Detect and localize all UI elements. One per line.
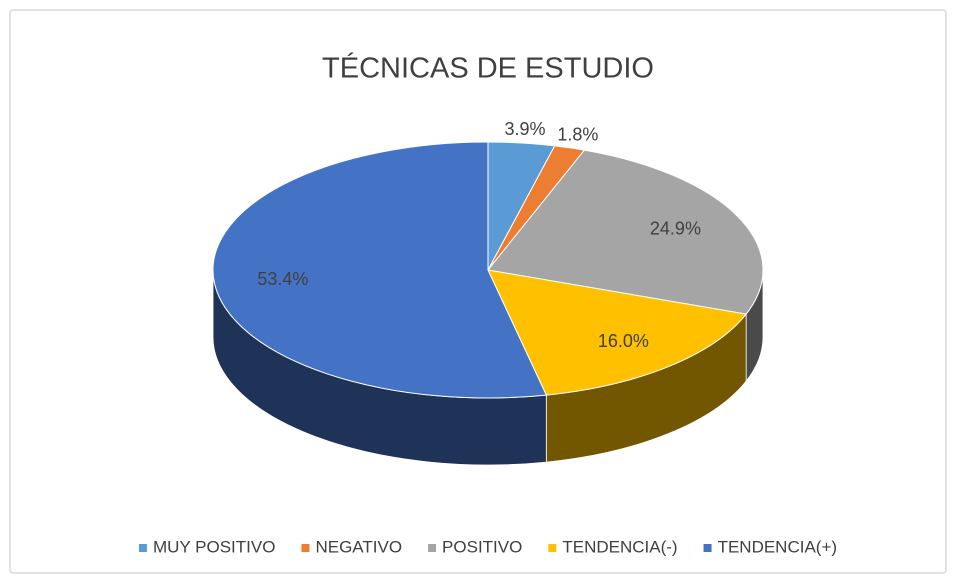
legend-swatch bbox=[703, 544, 712, 552]
legend-label: POSITIVO bbox=[442, 537, 522, 556]
legend-swatch bbox=[301, 544, 310, 552]
legend: MUY POSITIVO NEGATIVO POSITIVO TENDENCIA(-)… bbox=[138, 537, 837, 556]
legend-label: MUY POSITIVO bbox=[153, 537, 276, 556]
data-label: 3.9% bbox=[504, 119, 545, 139]
legend-label: TENDENCIA(+) bbox=[718, 537, 837, 556]
data-label: 53.4% bbox=[257, 269, 308, 289]
legend-label: NEGATIVO bbox=[315, 537, 402, 556]
data-label: 24.9% bbox=[650, 219, 701, 239]
pie-slice bbox=[487, 149, 764, 315]
data-label: 16.0% bbox=[598, 331, 649, 351]
chart-title: TÉCNICAS DE ESTUDIO bbox=[322, 52, 654, 85]
legend-swatch bbox=[138, 544, 147, 552]
legend-label: TENDENCIA(-) bbox=[562, 537, 677, 556]
legend-swatch bbox=[428, 544, 437, 552]
legend-swatch bbox=[548, 544, 557, 552]
pie-slice bbox=[212, 141, 548, 399]
pie-slice bbox=[487, 269, 748, 396]
data-label: 1.8% bbox=[557, 124, 598, 144]
